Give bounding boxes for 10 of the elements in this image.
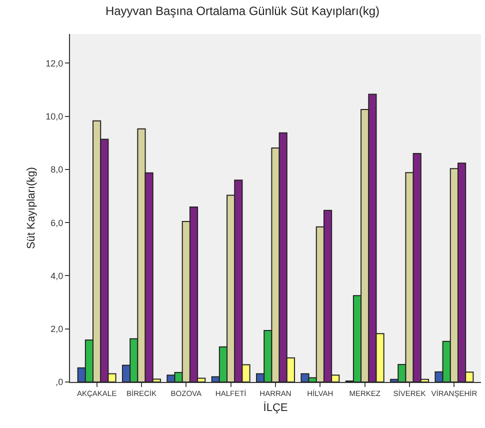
y-tick-label: 8,0 <box>50 164 64 175</box>
chart-title: Hayyvan Başına Ortalama Günlük Süt Kayıpları(kg) <box>105 4 380 18</box>
y-axis-title: Süt Kayıpları(kg) <box>25 167 38 249</box>
y-tick-label: 4,0 <box>50 270 64 281</box>
y-tick-label: 10,0 <box>46 112 64 122</box>
y-tick-label: 12,0 <box>46 58 64 68</box>
y-tick-label: 6,0 <box>50 218 64 228</box>
y-tick-label: ,0 <box>56 377 64 388</box>
x-axis-title: İLÇE <box>263 401 288 414</box>
y-tick-label: 2,0 <box>50 324 64 334</box>
